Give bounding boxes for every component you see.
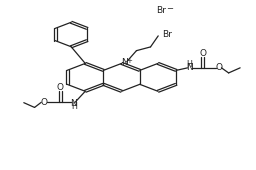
- Text: O: O: [57, 83, 64, 92]
- Text: H: H: [71, 102, 77, 110]
- Text: −: −: [166, 4, 173, 13]
- Text: Br: Br: [162, 30, 172, 39]
- Text: O: O: [215, 63, 222, 72]
- Text: O: O: [199, 49, 206, 58]
- Text: Br: Br: [156, 6, 166, 15]
- Text: N: N: [186, 63, 193, 72]
- Text: H: H: [186, 60, 192, 69]
- Text: N: N: [70, 99, 77, 107]
- Text: O: O: [40, 98, 47, 107]
- Text: N: N: [122, 58, 128, 67]
- Text: +: +: [127, 58, 132, 64]
